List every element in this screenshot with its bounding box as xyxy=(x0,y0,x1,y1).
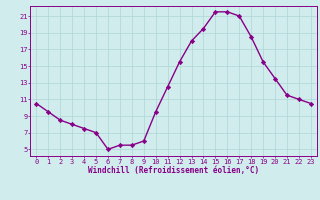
X-axis label: Windchill (Refroidissement éolien,°C): Windchill (Refroidissement éolien,°C) xyxy=(88,166,259,175)
